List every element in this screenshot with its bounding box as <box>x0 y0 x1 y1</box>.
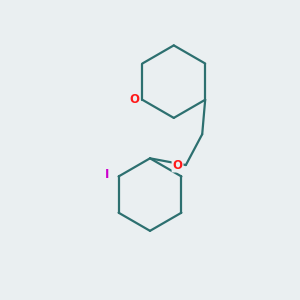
Text: O: O <box>172 158 182 172</box>
Text: I: I <box>105 168 110 181</box>
Text: O: O <box>129 93 139 106</box>
